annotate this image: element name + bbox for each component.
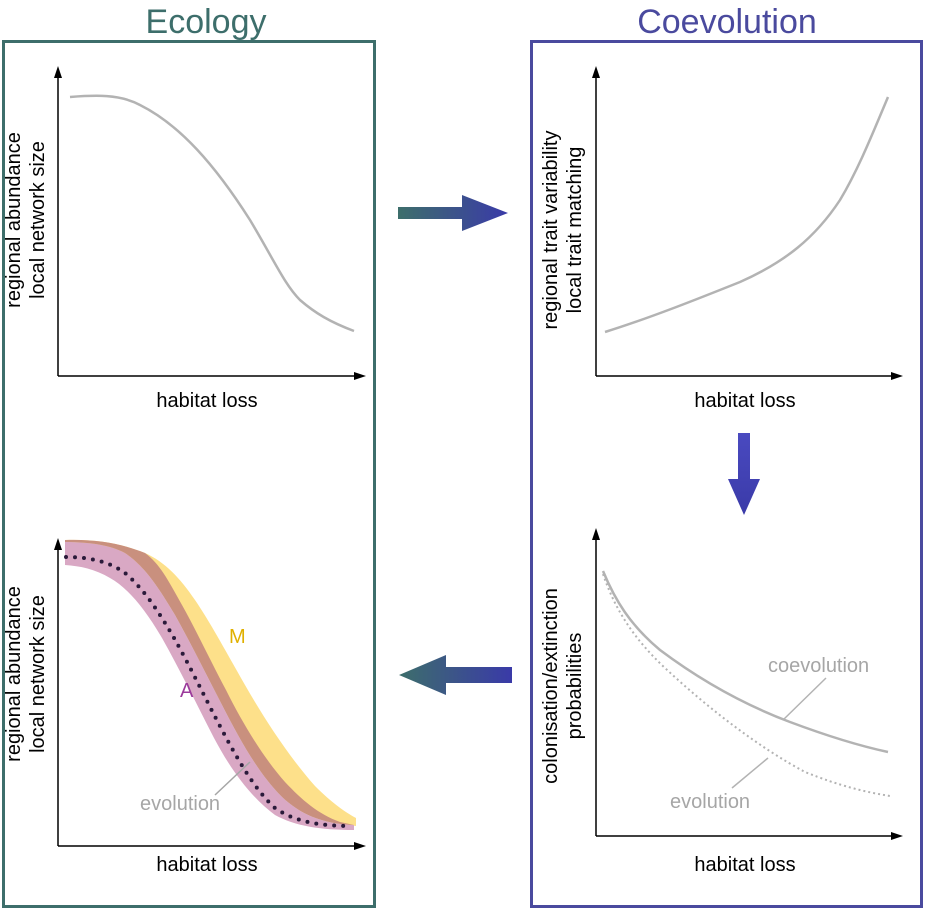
y-axis-arrowhead xyxy=(592,528,600,540)
a-label: A xyxy=(180,680,194,702)
y-axis-label-2: local network size xyxy=(27,595,49,753)
evolution-label: evolution xyxy=(670,791,750,813)
evolution-dotted-curve xyxy=(64,555,354,828)
m-band xyxy=(65,539,356,826)
arrow-right xyxy=(398,195,508,231)
evolution-curve xyxy=(602,573,891,797)
y-axis-arrowhead xyxy=(54,538,62,550)
top-left-plot: regional abundance local network size ha… xyxy=(3,66,366,412)
ecology-panel xyxy=(2,40,376,908)
evolution-leader xyxy=(731,757,769,789)
y-axis-arrowhead xyxy=(592,66,600,78)
arrow-down xyxy=(728,433,760,515)
y-axis-label-2: probabilities xyxy=(564,633,586,740)
evolution-leader xyxy=(214,761,251,796)
y-axis-arrowhead xyxy=(54,66,62,78)
x-axis-label: habitat loss xyxy=(156,854,257,876)
bottom-right-plot: coevolution evolution colonisation/extin… xyxy=(540,528,903,876)
x-axis-arrowhead xyxy=(891,832,903,840)
coevolution-panel xyxy=(530,40,923,908)
y-axis-label-1: regional abundance xyxy=(3,586,25,762)
a-band xyxy=(65,542,354,830)
arrow-left xyxy=(399,655,512,695)
abundance-curve xyxy=(69,94,355,333)
trait-curve xyxy=(604,96,890,334)
ecology-title: Ecology xyxy=(145,3,267,41)
x-axis-label: habitat loss xyxy=(156,390,257,412)
coevolution-curve xyxy=(601,570,889,754)
m-label: M xyxy=(229,626,246,648)
x-axis-label: habitat loss xyxy=(694,854,795,876)
evolution-label: evolution xyxy=(140,793,220,815)
x-axis-label: habitat loss xyxy=(694,390,795,412)
bottom-left-plot: M A evolution regional abundance local n… xyxy=(3,538,366,876)
y-axis-label-2: local network size xyxy=(27,141,49,299)
y-axis-label-1: regional trait variability xyxy=(540,131,562,330)
y-axis-label-1: regional abundance xyxy=(3,132,25,308)
x-axis-arrowhead xyxy=(354,842,366,850)
coevolution-leader xyxy=(782,677,827,721)
coevolution-label: coevolution xyxy=(768,655,869,677)
x-axis-arrowhead xyxy=(891,372,903,380)
x-axis-arrowhead xyxy=(354,372,366,380)
y-axis-label-2: local trait matching xyxy=(564,147,586,314)
coevolution-title: Coevolution xyxy=(637,3,817,41)
top-right-plot: regional trait variability local trait m… xyxy=(540,66,903,412)
y-axis-label-1: colonisation/extinction xyxy=(540,588,562,784)
